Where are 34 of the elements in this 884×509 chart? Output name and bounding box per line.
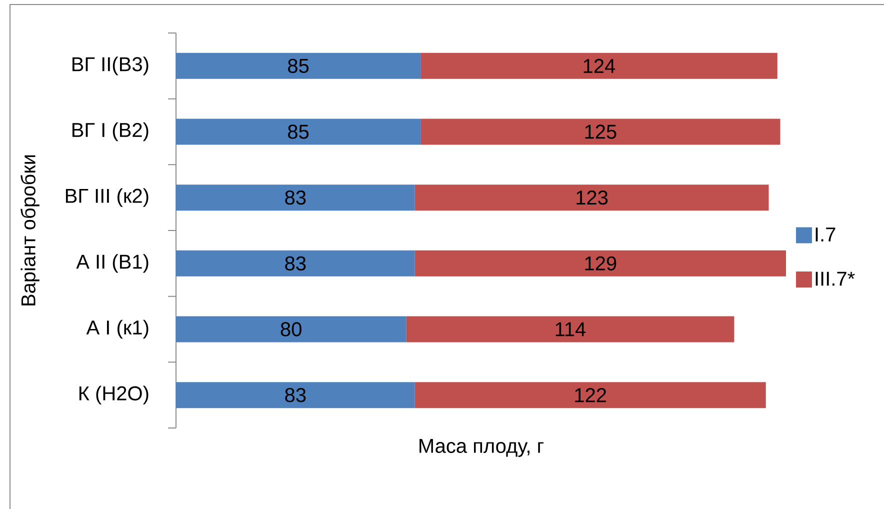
bar xyxy=(406,316,734,342)
data-label: 129 xyxy=(585,256,616,271)
data-label: 125 xyxy=(585,124,616,139)
bar xyxy=(176,52,421,79)
data-label: 122 xyxy=(575,388,606,402)
data-label: 124 xyxy=(584,58,616,73)
y-tick-label: К (Н2О) xyxy=(79,386,148,404)
legend-label: III.7* xyxy=(816,272,855,286)
bar xyxy=(176,382,415,408)
y-tick-label: ВГ II(В3) xyxy=(72,56,148,76)
y-tick-label: ВГ III (к2) xyxy=(66,188,148,207)
x-axis-title: Маса плоду, г xyxy=(420,439,544,457)
data-label: 85 xyxy=(288,124,309,139)
bar xyxy=(176,118,421,145)
legend-label: I.7 xyxy=(816,228,836,242)
data-label: 123 xyxy=(576,190,608,205)
bar xyxy=(176,316,406,342)
bar xyxy=(420,118,780,145)
y-tick-label: ВГ I (В2) xyxy=(72,122,148,142)
data-label: 83 xyxy=(285,388,306,402)
bar xyxy=(176,250,415,276)
data-label: 83 xyxy=(285,190,306,205)
bar xyxy=(420,52,778,79)
bar xyxy=(414,382,766,408)
y-tick-label: А I (к1) xyxy=(86,320,148,339)
y-axis-title: Варіант обробки xyxy=(20,155,40,306)
data-label: 114 xyxy=(556,322,586,336)
y-tick-label: А II (В1) xyxy=(76,254,148,273)
data-label: 80 xyxy=(280,322,302,336)
data-label: 85 xyxy=(288,58,309,73)
bar xyxy=(176,184,415,211)
bar xyxy=(414,184,769,211)
bar xyxy=(414,250,786,276)
data-label: 83 xyxy=(285,256,306,271)
